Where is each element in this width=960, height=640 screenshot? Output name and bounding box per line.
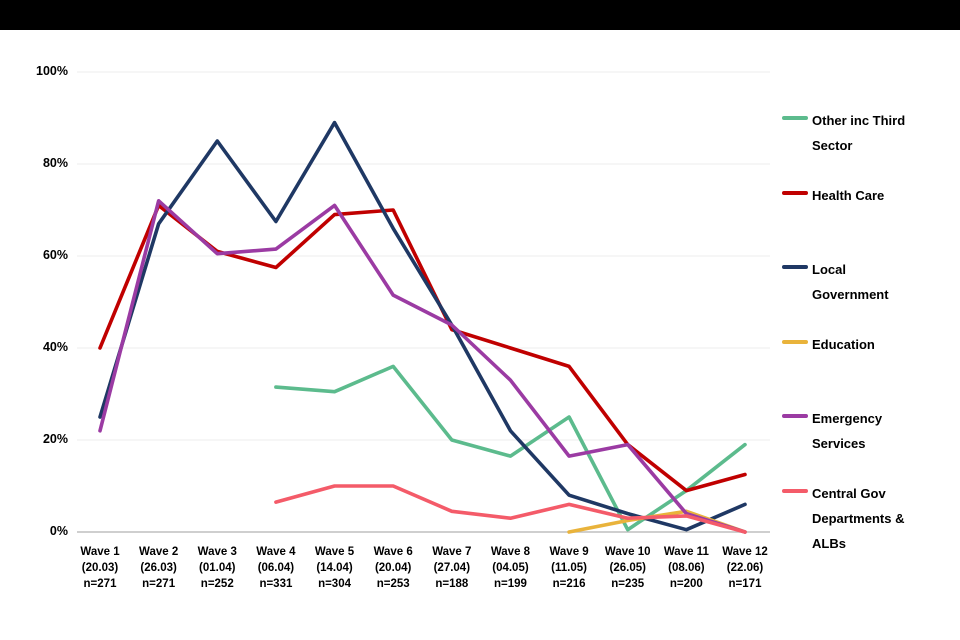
x-axis-label-date: (06.04): [257, 562, 295, 574]
x-axis-label-wave: Wave 5: [314, 546, 355, 558]
x-axis-label-n: n=304: [318, 578, 351, 590]
legend-swatch: [782, 265, 808, 269]
x-axis-label-date: (04.05): [492, 562, 529, 574]
x-axis-category-label: Wave 8 (04.05) n=199: [480, 544, 540, 592]
legend-label: Health Care: [812, 188, 885, 203]
x-axis-label-date: (27.04): [433, 562, 471, 574]
legend-swatch: [782, 191, 808, 195]
legend-swatch: [782, 414, 808, 418]
x-axis-label-wave: Wave 6: [373, 546, 413, 558]
x-axis-label-date: (26.03): [140, 562, 177, 574]
legend-label: Local Government: [812, 262, 889, 302]
series-line-other-inc-third-sector: [274, 364, 747, 532]
x-axis-label-n: n=271: [83, 578, 117, 590]
x-axis-category-label: Wave 6 (20.04) n=253: [363, 544, 423, 592]
x-axis-label-n: n=171: [728, 578, 762, 590]
legend-item-education: Education: [782, 332, 924, 357]
x-axis-label-date: (01.04): [199, 562, 236, 574]
x-axis-category-label: Wave 3 (01.04) n=252: [187, 544, 247, 592]
x-axis-label-n: n=199: [493, 578, 527, 590]
x-axis-label-wave: Wave 11: [663, 546, 709, 558]
x-axis-label-wave: Wave 9: [549, 546, 589, 558]
x-axis-label-date: (14.04): [316, 562, 353, 574]
y-axis-tick-label: 0%: [49, 524, 68, 538]
x-axis-label-date: (20.03): [81, 562, 119, 574]
legend-swatch: [782, 340, 808, 344]
x-axis-label-n: n=235: [611, 578, 645, 590]
x-axis-category-label: Wave 2 (26.03) n=271: [129, 544, 189, 592]
x-axis-category-label: Wave 12 (22.06) n=171: [715, 544, 775, 592]
x-axis-label-date: (20.04): [374, 562, 412, 574]
y-axis-tick-label: 60%: [42, 248, 68, 262]
x-axis-category-label: Wave 9 (11.05) n=216: [539, 544, 599, 592]
y-axis-tick-label: 80%: [42, 156, 68, 170]
legend: Other inc Third Sector Health Care Local G…: [782, 100, 960, 551]
x-axis-label-n: n=271: [142, 578, 176, 590]
x-axis-label-wave: Wave 10: [604, 546, 651, 558]
legend-swatch: [782, 489, 808, 493]
x-axis-label-date: (22.06): [726, 562, 764, 574]
legend-label: Education: [812, 337, 875, 352]
x-axis-label-n: n=253: [376, 578, 410, 590]
x-axis-label-wave: Wave 8: [490, 546, 531, 558]
legend-swatch: [782, 116, 808, 120]
series-line-emergency-services: [98, 199, 747, 534]
x-axis-label-wave: Wave 2: [139, 546, 179, 558]
legend-label: Central Gov Departments & ALBs: [812, 486, 905, 551]
legend-item-local-government: Local Government: [782, 257, 924, 307]
x-axis-category-label: Wave 10 (26.05) n=235: [598, 544, 658, 592]
x-axis-label-n: n=216: [552, 578, 586, 590]
x-axis-category-label: Wave 1 (20.03) n=271: [70, 544, 130, 592]
top-bar: [0, 0, 960, 30]
legend-item-emergency-services: Emergency Services: [782, 406, 924, 456]
x-axis-label-wave: Wave 3: [197, 546, 237, 558]
x-axis-label-n: n=252: [200, 578, 234, 590]
x-axis-label-date: (11.05): [551, 562, 587, 574]
legend-label: Other inc Third Sector: [812, 113, 906, 153]
x-axis-label-n: n=200: [669, 578, 703, 590]
x-axis-label-wave: Wave 7: [432, 546, 472, 558]
x-axis-label-wave: Wave 1: [80, 546, 120, 558]
x-axis-category-label: Wave 4 (06.04) n=331: [246, 544, 306, 592]
legend-item-other-inc-third-sector: Other inc Third Sector: [782, 108, 924, 158]
y-axis-tick-label: 100%: [36, 64, 68, 78]
legend-item-health-care: Health Care: [782, 183, 924, 208]
x-axis-label-n: n=331: [259, 578, 293, 590]
legend-label: Emergency Services: [812, 411, 883, 451]
x-axis-label-date: (26.05): [609, 562, 646, 574]
x-axis-label-wave: Wave 4: [256, 546, 296, 558]
x-axis-category-label: Wave 11 (08.06) n=200: [656, 544, 716, 592]
x-axis-label-date: (08.06): [668, 562, 705, 574]
x-axis-label-n: n=188: [435, 578, 469, 590]
series-line-central-gov-departments-albs: [274, 484, 747, 534]
x-axis-category-label: Wave 7 (27.04) n=188: [422, 544, 482, 592]
x-axis-label-wave: Wave 12: [722, 546, 768, 558]
y-axis-tick-label: 20%: [42, 432, 68, 446]
legend-item-central-gov-departments-albs: Central Gov Departments & ALBs: [782, 481, 924, 556]
x-axis-category-label: Wave 5 (14.04) n=304: [305, 544, 365, 592]
y-axis-tick-label: 40%: [42, 340, 68, 354]
